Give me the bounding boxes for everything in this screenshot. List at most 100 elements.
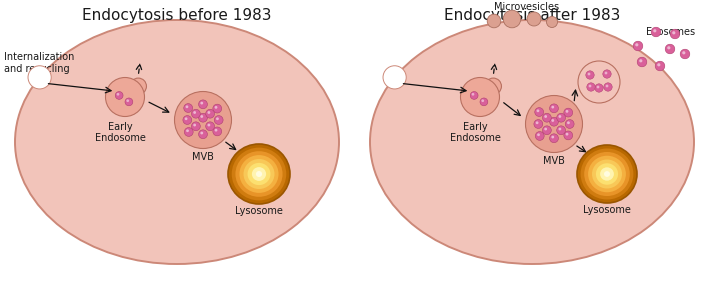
Circle shape (588, 85, 591, 87)
Text: Lysosome: Lysosome (235, 206, 283, 216)
Ellipse shape (243, 159, 274, 189)
Ellipse shape (256, 171, 262, 177)
Text: Endocytosis after 1983: Endocytosis after 1983 (444, 8, 620, 23)
Circle shape (215, 129, 218, 131)
Circle shape (682, 51, 686, 55)
Circle shape (552, 106, 554, 108)
Circle shape (549, 104, 559, 113)
Circle shape (126, 99, 129, 102)
Circle shape (199, 100, 208, 109)
Circle shape (564, 108, 573, 117)
Circle shape (206, 109, 215, 118)
Ellipse shape (252, 167, 266, 181)
Circle shape (545, 128, 547, 130)
Circle shape (527, 12, 541, 26)
Circle shape (191, 122, 201, 131)
Circle shape (470, 91, 478, 99)
Circle shape (116, 93, 119, 96)
Text: MVB: MVB (192, 153, 214, 162)
Circle shape (199, 130, 208, 139)
Circle shape (595, 84, 603, 92)
Circle shape (655, 61, 665, 71)
Circle shape (552, 119, 554, 122)
Circle shape (565, 120, 574, 128)
Circle shape (586, 71, 594, 79)
Circle shape (552, 135, 554, 138)
Circle shape (672, 31, 676, 34)
Text: Exosomes: Exosomes (646, 27, 695, 37)
Circle shape (557, 113, 566, 122)
Circle shape (184, 104, 193, 112)
Circle shape (194, 124, 196, 126)
Circle shape (559, 115, 562, 118)
Circle shape (549, 117, 559, 126)
Circle shape (549, 134, 559, 143)
Circle shape (208, 111, 211, 114)
Circle shape (471, 93, 474, 96)
Ellipse shape (604, 171, 610, 177)
Ellipse shape (588, 156, 626, 192)
Circle shape (670, 29, 680, 39)
Circle shape (480, 98, 488, 106)
Circle shape (587, 83, 595, 91)
Circle shape (542, 126, 552, 135)
Circle shape (588, 73, 591, 75)
Circle shape (635, 43, 638, 46)
Ellipse shape (235, 151, 283, 197)
Circle shape (651, 27, 661, 37)
Circle shape (481, 99, 484, 102)
Circle shape (564, 131, 573, 140)
Circle shape (525, 95, 583, 153)
Circle shape (605, 72, 608, 74)
Circle shape (633, 41, 643, 51)
Text: Endocytosis before 1983: Endocytosis before 1983 (82, 8, 272, 23)
Ellipse shape (581, 149, 633, 200)
Ellipse shape (15, 20, 339, 264)
Circle shape (653, 29, 657, 32)
Circle shape (557, 126, 566, 135)
Circle shape (535, 108, 544, 116)
Circle shape (186, 105, 189, 108)
Circle shape (578, 61, 620, 103)
Circle shape (216, 117, 219, 120)
Circle shape (542, 113, 552, 122)
Ellipse shape (247, 163, 270, 185)
Ellipse shape (232, 148, 286, 201)
Circle shape (208, 124, 211, 126)
Circle shape (596, 85, 599, 88)
Circle shape (206, 122, 215, 131)
Text: Early
Endosome: Early Endosome (94, 122, 145, 143)
Ellipse shape (600, 167, 614, 181)
Ellipse shape (240, 155, 279, 193)
Circle shape (213, 104, 222, 113)
Circle shape (534, 120, 543, 128)
Circle shape (383, 66, 406, 89)
Circle shape (214, 116, 223, 124)
Circle shape (487, 14, 501, 28)
Circle shape (191, 109, 201, 118)
Circle shape (201, 102, 203, 105)
Circle shape (566, 110, 569, 113)
Circle shape (201, 115, 203, 118)
Circle shape (537, 133, 540, 136)
Circle shape (667, 46, 671, 49)
Circle shape (535, 131, 545, 140)
Circle shape (605, 85, 608, 87)
Circle shape (201, 131, 203, 134)
Circle shape (199, 113, 208, 122)
Circle shape (174, 91, 232, 149)
Circle shape (194, 111, 196, 114)
Text: Microvesicles: Microvesicles (494, 2, 559, 12)
Circle shape (184, 117, 187, 120)
Circle shape (485, 78, 501, 95)
Text: MVB: MVB (543, 156, 565, 166)
Ellipse shape (577, 145, 637, 203)
Circle shape (183, 116, 191, 124)
Circle shape (125, 98, 133, 106)
Ellipse shape (584, 152, 630, 196)
Circle shape (604, 83, 612, 91)
Circle shape (116, 91, 123, 99)
Circle shape (215, 106, 218, 109)
Circle shape (566, 133, 569, 135)
Circle shape (461, 78, 500, 116)
